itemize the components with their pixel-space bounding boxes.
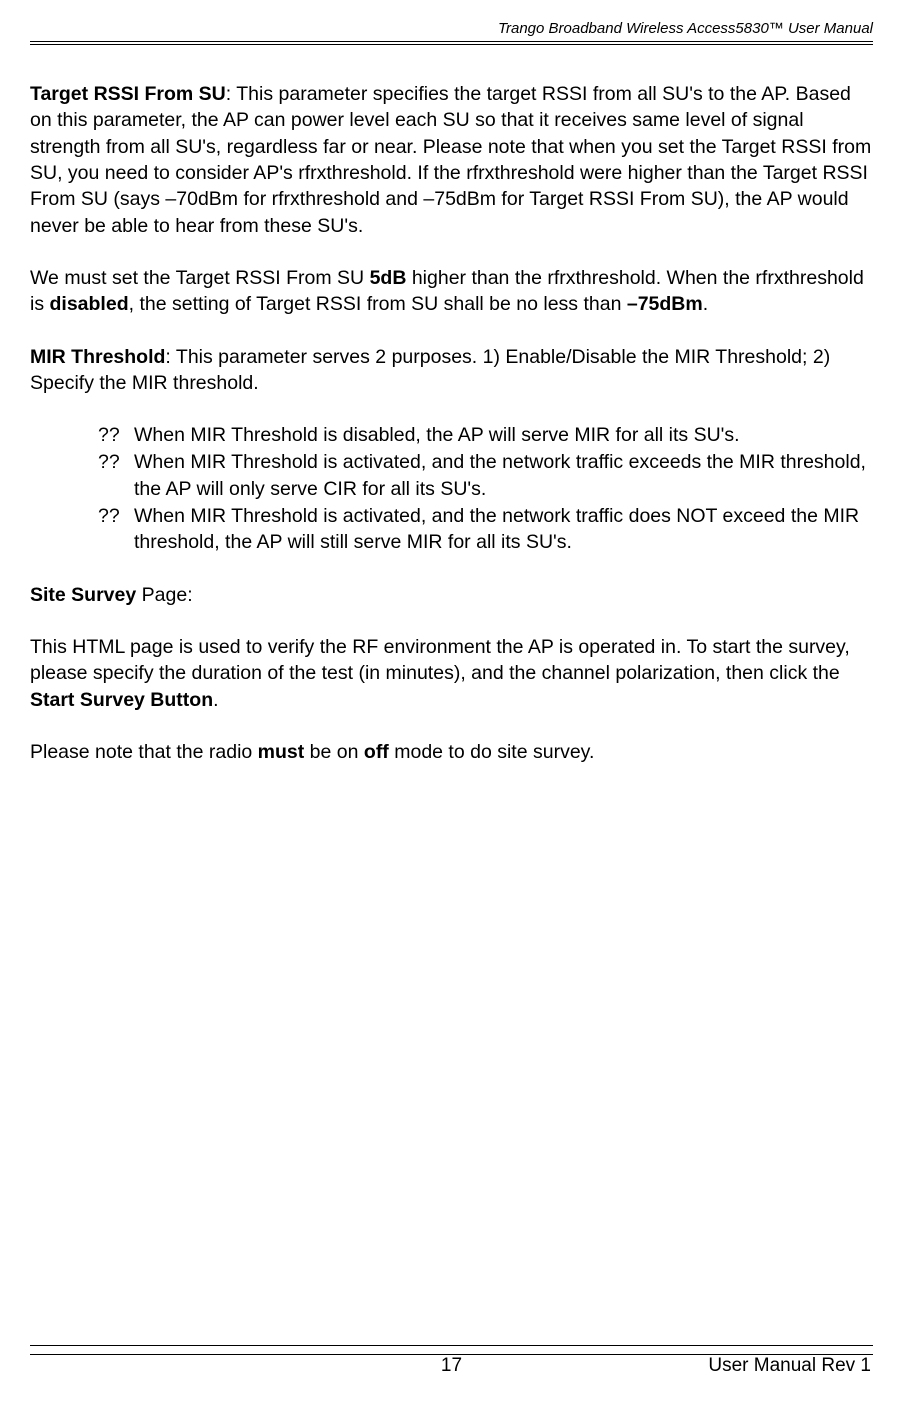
bullet-text: When MIR Threshold is activated, and the… bbox=[134, 451, 866, 499]
paragraph-target-rssi: Target RSSI From SU: This parameter spec… bbox=[30, 81, 873, 239]
paragraph-radio-note: Please note that the radio must be on of… bbox=[30, 739, 873, 765]
header-title: Trango Broadband Wireless Access5830™ Us… bbox=[498, 20, 873, 37]
list-item: ?? When MIR Threshold is activated, and … bbox=[98, 449, 873, 502]
header-rule bbox=[30, 44, 873, 45]
page-header: Trango Broadband Wireless Access5830™ Us… bbox=[30, 20, 873, 42]
bullet-marker: ?? bbox=[98, 503, 120, 529]
p5-text-b: Start Survey Button bbox=[30, 689, 213, 711]
bullet-text: When MIR Threshold is activated, and the… bbox=[134, 505, 859, 553]
site-survey-rest: Page: bbox=[136, 584, 192, 606]
p2-text-d: disabled bbox=[50, 293, 129, 315]
bullet-text: When MIR Threshold is disabled, the AP w… bbox=[134, 424, 740, 446]
p6-text-b: must bbox=[258, 741, 305, 763]
paragraph-site-survey-desc: This HTML page is used to verify the RF … bbox=[30, 634, 873, 713]
footer-rule-inner bbox=[30, 1345, 873, 1346]
bullet-list: ?? When MIR Threshold is disabled, the A… bbox=[30, 422, 873, 556]
paragraph-mir-threshold: MIR Threshold: This parameter serves 2 p… bbox=[30, 344, 873, 397]
list-item: ?? When MIR Threshold is disabled, the A… bbox=[98, 422, 873, 448]
page-content: Target RSSI From SU: This parameter spec… bbox=[30, 81, 873, 1345]
p2-text-e: , the setting of Target RSSI from SU sha… bbox=[129, 293, 627, 315]
paragraph-site-survey-heading: Site Survey Page: bbox=[30, 582, 873, 608]
footer-container: 17 User Manual Rev 1 bbox=[30, 1345, 873, 1377]
bullet-marker: ?? bbox=[98, 449, 120, 475]
page-number: 17 bbox=[30, 1355, 873, 1377]
p6-text-d: off bbox=[364, 741, 389, 763]
p2-text-g: . bbox=[703, 293, 708, 315]
p5-text-a: This HTML page is used to verify the RF … bbox=[30, 636, 850, 684]
bullet-marker: ?? bbox=[98, 422, 120, 448]
mir-threshold-label: MIR Threshold bbox=[30, 346, 165, 368]
target-rssi-text: : This parameter specifies the target RS… bbox=[30, 83, 871, 237]
p5-text-c: . bbox=[213, 689, 218, 711]
paragraph-rssi-rule: We must set the Target RSSI From SU 5dB … bbox=[30, 265, 873, 318]
site-survey-label: Site Survey bbox=[30, 584, 136, 606]
target-rssi-label: Target RSSI From SU bbox=[30, 83, 226, 105]
page-container: Trango Broadband Wireless Access5830™ Us… bbox=[0, 0, 903, 1407]
p6-text-a: Please note that the radio bbox=[30, 741, 258, 763]
page-footer: 17 User Manual Rev 1 bbox=[30, 1355, 873, 1377]
p2-text-b: 5dB bbox=[370, 267, 407, 289]
list-item: ?? When MIR Threshold is activated, and … bbox=[98, 503, 873, 556]
p2-text-f: –75dBm bbox=[627, 293, 703, 315]
p6-text-e: mode to do site survey. bbox=[389, 741, 595, 763]
p2-text-a: We must set the Target RSSI From SU bbox=[30, 267, 370, 289]
p6-text-c: be on bbox=[304, 741, 364, 763]
